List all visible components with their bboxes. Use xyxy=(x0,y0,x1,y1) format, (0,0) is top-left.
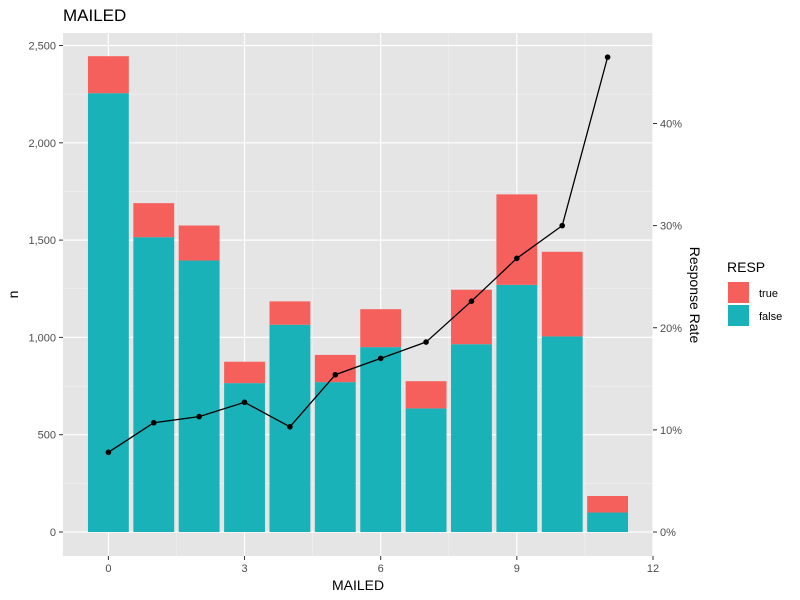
y2-tick-label: 40% xyxy=(660,119,682,131)
legend-label-true: true xyxy=(759,288,778,300)
rate-point-6 xyxy=(377,355,384,362)
bar-true-7 xyxy=(405,381,447,409)
bar-false-11 xyxy=(587,512,629,532)
bar-true-10 xyxy=(541,251,583,337)
legend-key-false xyxy=(728,305,749,326)
y-tick-label: 500 xyxy=(38,430,56,442)
x-tick-label: 0 xyxy=(105,563,111,575)
bar-true-8 xyxy=(451,289,492,345)
y-axis-title: n xyxy=(5,291,21,299)
y2-tick-label: 20% xyxy=(660,323,682,335)
rate-point-7 xyxy=(423,339,429,345)
bar-false-7 xyxy=(405,408,447,532)
x-tick-label: 12 xyxy=(647,563,659,575)
bar-true-11 xyxy=(587,495,629,513)
x-tick-label: 9 xyxy=(514,563,520,575)
bar-false-6 xyxy=(360,347,402,532)
y-tick-label: 0 xyxy=(50,527,56,539)
bar-true-4 xyxy=(269,301,311,325)
y-tick-label: 2,000 xyxy=(28,138,56,150)
legend-label-false: false xyxy=(759,311,782,323)
bar-true-2 xyxy=(178,225,220,261)
x-tick-label: 6 xyxy=(378,563,384,575)
bar-false-8 xyxy=(451,344,492,532)
rate-point-10 xyxy=(559,222,566,229)
bar-false-0 xyxy=(87,93,129,532)
axes: 0 500 1,000 1,500 2,000 2,500 0 3 6 9 12 0% 10% 20% 30… xyxy=(28,41,682,576)
bar-false-5 xyxy=(314,382,356,532)
rate-point-9 xyxy=(514,255,520,262)
rate-point-5 xyxy=(332,371,339,378)
y2-tick-label: 10% xyxy=(660,425,682,437)
rate-line-group xyxy=(105,54,611,456)
bar-true-9 xyxy=(496,194,538,285)
bar-false-9 xyxy=(496,284,538,532)
rate-point-3 xyxy=(241,399,248,406)
bar-false-3 xyxy=(224,383,265,532)
y-tick-label: 2,500 xyxy=(28,41,56,53)
bar-true-3 xyxy=(224,361,265,384)
rate-point-4 xyxy=(287,424,293,430)
rate-line xyxy=(108,56,609,453)
y2-tick-label: 30% xyxy=(660,221,682,233)
x-tick-label: 3 xyxy=(241,563,247,575)
y2-tick-label: 0% xyxy=(660,527,676,539)
y2-axis-title: Response Rate xyxy=(687,247,703,344)
x-axis-title: MAILED xyxy=(332,577,384,593)
legend: RESP true false xyxy=(727,259,782,326)
bar-true-0 xyxy=(87,56,129,94)
bar-true-5 xyxy=(314,354,356,383)
rate-point-1 xyxy=(150,419,157,426)
bar-false-10 xyxy=(541,336,583,532)
bar-false-2 xyxy=(178,260,220,532)
chart-title: MAILED xyxy=(63,6,126,25)
legend-title: RESP xyxy=(727,259,765,275)
y-tick-label: 1,000 xyxy=(28,332,56,344)
bar-true-1 xyxy=(133,203,175,238)
bar-true-6 xyxy=(360,309,402,348)
rate-point-2 xyxy=(196,413,202,420)
bar-false-1 xyxy=(133,237,175,532)
rate-point-0 xyxy=(105,449,112,456)
y-tick-label: 1,500 xyxy=(28,235,56,247)
rate-point-11 xyxy=(604,54,611,60)
bars xyxy=(87,56,629,532)
legend-key-true xyxy=(728,282,749,303)
rate-point-8 xyxy=(468,298,475,304)
